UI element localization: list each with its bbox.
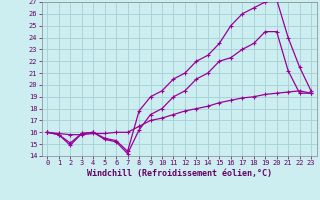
X-axis label: Windchill (Refroidissement éolien,°C): Windchill (Refroidissement éolien,°C)	[87, 169, 272, 178]
